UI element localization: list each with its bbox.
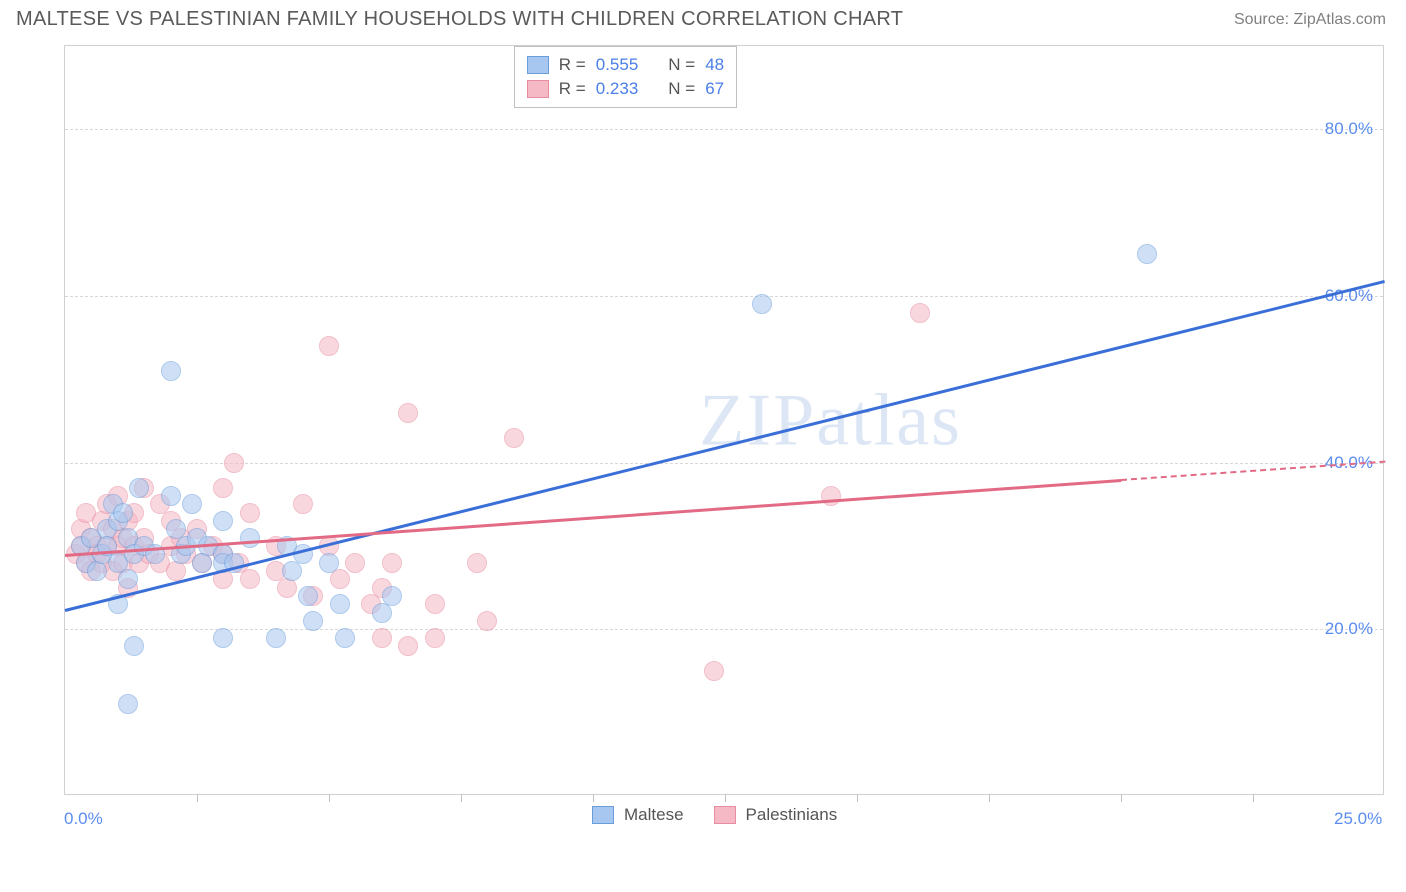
- r-label: R =: [559, 77, 586, 101]
- legend-swatch: [527, 80, 549, 98]
- maltese-dot: [1137, 244, 1157, 264]
- palestinians-dot: [425, 594, 445, 614]
- maltese-dot: [129, 478, 149, 498]
- source-label: Source: ZipAtlas.com: [1234, 11, 1386, 29]
- x-tick: [197, 794, 198, 802]
- gridline: [65, 629, 1383, 630]
- legend-label: Palestinians: [746, 805, 838, 825]
- n-label: N =: [668, 53, 695, 77]
- x-tick: [593, 794, 594, 802]
- palestinians-dot: [382, 553, 402, 573]
- maltese-dot: [330, 594, 350, 614]
- palestinians-dot: [425, 628, 445, 648]
- maltese-dot: [213, 511, 233, 531]
- x-tick: [329, 794, 330, 802]
- maltese-dot: [266, 628, 286, 648]
- maltese-dot: [298, 586, 318, 606]
- maltese-dot: [213, 628, 233, 648]
- palestinians-dot: [910, 303, 930, 323]
- maltese-dot: [282, 561, 302, 581]
- x-min-label: 0.0%: [64, 809, 103, 829]
- x-tick: [1121, 794, 1122, 802]
- legend-item-palestinians: Palestinians: [714, 805, 838, 825]
- palestinians-dot: [224, 453, 244, 473]
- maltese-trendline: [65, 279, 1386, 611]
- legend-swatch: [592, 806, 614, 824]
- palestinians-dot: [240, 569, 260, 589]
- maltese-dot: [113, 503, 133, 523]
- maltese-dot: [303, 611, 323, 631]
- maltese-dot: [118, 569, 138, 589]
- maltese-dot: [240, 528, 260, 548]
- palestinians-dot: [330, 569, 350, 589]
- y-tick-label: 80.0%: [1325, 119, 1373, 139]
- maltese-dot: [161, 486, 181, 506]
- n-label: N =: [668, 77, 695, 101]
- palestinians-dot: [240, 503, 260, 523]
- x-tick: [1253, 794, 1254, 802]
- maltese-dot: [372, 603, 392, 623]
- stats-legend-row: R = 0.233 N = 67: [527, 77, 724, 101]
- palestinians-dot: [319, 336, 339, 356]
- x-tick: [461, 794, 462, 802]
- gridline: [65, 296, 1383, 297]
- stats-legend-row: R = 0.555 N = 48: [527, 53, 724, 77]
- palestinians-dot: [398, 403, 418, 423]
- n-value: 67: [705, 77, 724, 101]
- palestinians-dot: [213, 478, 233, 498]
- series-legend: Maltese Palestinians: [592, 805, 837, 825]
- gridline: [65, 129, 1383, 130]
- palestinians-dot: [372, 628, 392, 648]
- y-tick-label: 20.0%: [1325, 619, 1373, 639]
- x-tick: [857, 794, 858, 802]
- palestinians-dot: [345, 553, 365, 573]
- maltese-dot: [319, 553, 339, 573]
- x-tick: [989, 794, 990, 802]
- maltese-dot: [118, 694, 138, 714]
- palestinians-dot: [467, 553, 487, 573]
- gridline: [65, 463, 1383, 464]
- palestinians-dot: [504, 428, 524, 448]
- legend-swatch: [527, 56, 549, 74]
- legend-item-maltese: Maltese: [592, 805, 684, 825]
- maltese-dot: [335, 628, 355, 648]
- palestinians-dot: [293, 494, 313, 514]
- maltese-dot: [182, 494, 202, 514]
- legend-swatch: [714, 806, 736, 824]
- maltese-dot: [752, 294, 772, 314]
- r-value: 0.233: [596, 77, 639, 101]
- maltese-dot: [161, 361, 181, 381]
- palestinians-dot: [477, 611, 497, 631]
- x-max-label: 25.0%: [1334, 809, 1382, 829]
- x-tick: [725, 794, 726, 802]
- plot-area: 20.0%40.0%60.0%80.0%ZIPatlasR =0.555N =4…: [64, 45, 1384, 795]
- r-value: 0.555: [596, 53, 639, 77]
- r-label: R =: [559, 53, 586, 77]
- stats-legend: R = 0.555 N = 48 R = 0.233 N = 67: [514, 46, 737, 108]
- palestinians-dot: [398, 636, 418, 656]
- n-value: 48: [705, 53, 724, 77]
- legend-label: Maltese: [624, 805, 684, 825]
- palestinians-dot: [704, 661, 724, 681]
- maltese-dot: [124, 636, 144, 656]
- chart-title: MALTESE VS PALESTINIAN FAMILY HOUSEHOLDS…: [16, 8, 903, 31]
